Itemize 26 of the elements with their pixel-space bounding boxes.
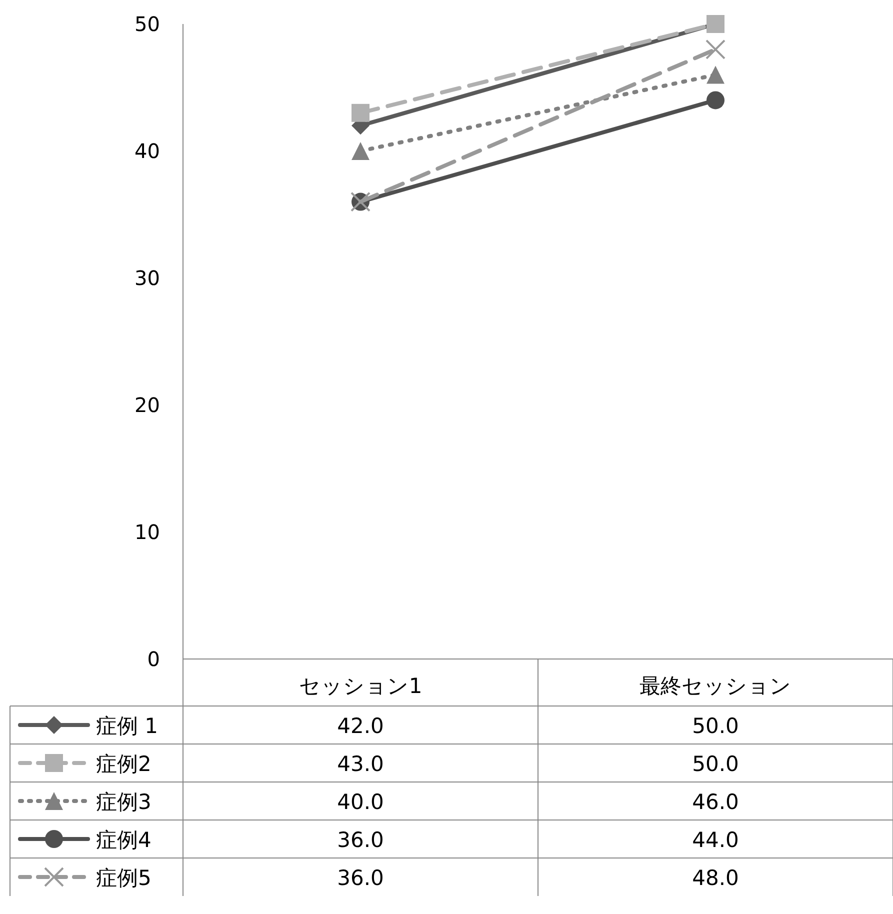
y-tick-label: 0	[147, 647, 160, 671]
data-label: 42.0	[337, 714, 384, 738]
point	[706, 91, 724, 110]
data-label: 50.0	[692, 752, 739, 776]
y-tick-label: 50	[134, 12, 160, 36]
legend-label: 症例 1	[96, 714, 158, 738]
x-tick-label: 最終セッション	[640, 674, 792, 698]
point	[352, 104, 370, 122]
legend-label: 症例5	[96, 866, 152, 890]
data-label: 48.0	[692, 866, 739, 890]
data-label: 40.0	[337, 790, 384, 814]
data-label: 50.0	[692, 714, 739, 738]
legend-label: 症例3	[96, 790, 152, 814]
data-label: 46.0	[692, 790, 739, 814]
y-tick-label: 40	[134, 139, 160, 163]
point	[706, 39, 726, 60]
y-tick-label: 10	[134, 520, 160, 544]
legend-label: 症例4	[96, 828, 152, 852]
data-label: 43.0	[337, 752, 384, 776]
data-label: 36.0	[337, 828, 384, 852]
legend-label: 症例2	[96, 752, 152, 776]
y-tick-label: 20	[134, 393, 160, 417]
data-label: 44.0	[692, 828, 739, 852]
x-tick-label: セッション1	[298, 674, 422, 698]
data-label: 36.0	[337, 866, 384, 890]
y-tick-label: 30	[134, 266, 160, 290]
